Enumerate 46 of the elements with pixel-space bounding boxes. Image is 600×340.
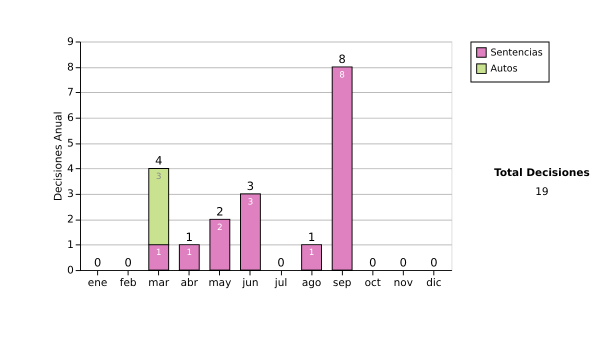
- total-label: 0: [430, 255, 438, 270]
- x-tick-label: may: [208, 276, 232, 289]
- total-label: 8: [338, 52, 346, 66]
- total-label: 0: [369, 255, 376, 270]
- y-tick-label: 8: [67, 61, 74, 74]
- data-label: 3: [248, 197, 254, 208]
- data-label: 1: [308, 248, 314, 258]
- data-label: 2: [217, 222, 223, 233]
- x-tick-label: sep: [332, 276, 352, 289]
- y-tick-label: 9: [67, 36, 74, 48]
- x-tick-label: mar: [148, 276, 170, 289]
- total-label: 3: [246, 179, 254, 194]
- data-label: 3: [156, 172, 162, 182]
- data-label: 8: [339, 70, 345, 80]
- data-label: 1: [156, 248, 162, 258]
- x-tick-label: feb: [120, 276, 137, 289]
- y-tick-label: 1: [67, 239, 74, 252]
- y-tick-label: 6: [67, 112, 74, 124]
- x-tick-label: dic: [426, 276, 442, 289]
- x-tick-label: ago: [302, 276, 322, 289]
- total-label: 1: [308, 230, 316, 244]
- y-axis-title: Decisiones Anual: [52, 112, 64, 202]
- x-tick-label: nov: [394, 276, 413, 289]
- total-label: 0: [400, 255, 407, 270]
- x-tick-label: oct: [364, 276, 381, 289]
- total-label: 0: [94, 255, 102, 270]
- x-tick-label: abr: [180, 276, 199, 289]
- total-label: 4: [155, 154, 162, 168]
- legend-label: Autos: [490, 64, 518, 75]
- total-label: 2: [216, 204, 224, 218]
- y-tick-label: 4: [67, 162, 74, 175]
- y-tick-label: 5: [67, 137, 74, 150]
- x-tick-label: jun: [241, 276, 259, 289]
- total-label: 0: [124, 255, 132, 270]
- x-tick-label: jul: [274, 276, 288, 289]
- y-tick-label: 7: [67, 86, 74, 99]
- y-tick-label: 3: [67, 188, 74, 200]
- data-label: 1: [186, 248, 192, 258]
- total-label: 0: [277, 255, 285, 270]
- text: 19: [535, 186, 549, 198]
- y-tick-label: 0: [67, 264, 74, 276]
- y-tick-label: 2: [67, 214, 74, 226]
- total-label: 1: [186, 230, 193, 244]
- legend-label: Sentencias: [490, 47, 543, 58]
- text: Total Decisiones: [494, 166, 590, 179]
- x-tick-label: ene: [88, 276, 108, 289]
